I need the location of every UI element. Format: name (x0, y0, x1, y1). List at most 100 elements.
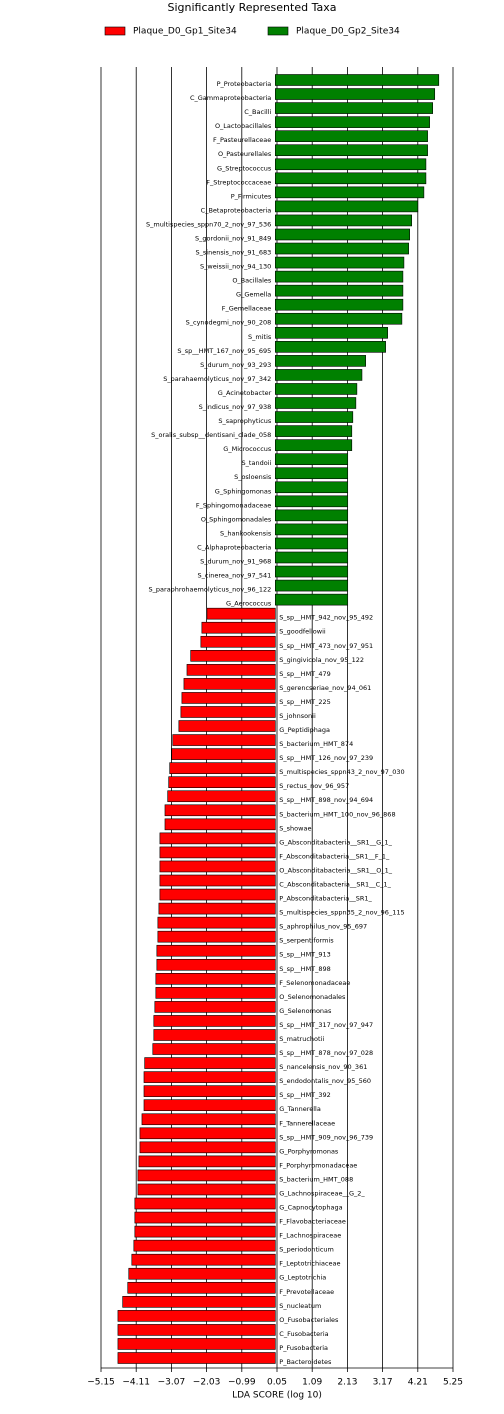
bar (275, 228, 410, 241)
category-label: O_Pasteurellales (218, 150, 272, 158)
bar (158, 902, 276, 915)
category-label: S_sp__HMT_225 (279, 698, 331, 706)
bar (275, 214, 413, 227)
category-label: P_Absconditabacteria__SR1_ (279, 895, 372, 903)
bar (275, 74, 440, 86)
bar (275, 453, 349, 465)
category-label: C_Gammaproteobacteria (190, 94, 271, 102)
category-label: S_cynodegmi_nov_90_208 (186, 319, 272, 327)
category-label: S_johnsonii (279, 712, 316, 720)
category-label: S_durum_nov_93_293 (200, 361, 271, 369)
category-label: F_Leptotrichiaceae (279, 1260, 340, 1268)
category-label: O_Bacillales (232, 277, 272, 285)
bar (200, 635, 276, 648)
category-label: S_sp__HMT_167_nov_95_695 (177, 347, 271, 355)
bar (168, 776, 276, 788)
bar (171, 748, 276, 760)
category-label: F_Absconditabacteria__SR1__F_1_ (279, 852, 390, 860)
bar (159, 832, 276, 845)
category-label: S_nucleatum (279, 1302, 321, 1310)
category-label: G_Gemella (236, 291, 271, 299)
legend-label: Plaque_D0_Gp2_Site34 (296, 27, 400, 37)
bar (275, 355, 366, 367)
chart-title: Significantly Represented Taxa (168, 1, 337, 14)
category-label: F_Gemellaceae (222, 305, 272, 313)
category-label: S_periodonticum (279, 1246, 334, 1254)
category-label: S_bacterium_HMT_874 (279, 740, 353, 748)
bar (157, 930, 276, 943)
category-label: S_tandoii (242, 459, 272, 467)
bar (157, 916, 276, 929)
bar (139, 1141, 276, 1154)
bar (122, 1296, 276, 1308)
category-label: S_bacterium_HMT_100_nov_96_868 (279, 810, 395, 818)
bar (275, 102, 433, 114)
bar (275, 186, 425, 199)
category-label: F_Sphingomonadaceae (196, 501, 271, 509)
category-label: S_bacterium_HMT_088 (279, 1175, 353, 1183)
bar (206, 607, 276, 620)
x-tick-label: 2.13 (337, 1378, 357, 1388)
category-label: C_Absconditabacteria__SR1__C_1_ (279, 881, 391, 889)
bar (153, 1015, 276, 1027)
bar (275, 397, 357, 409)
category-label: S_goodfellowii (279, 628, 326, 636)
category-label: S_durum_nov_91_968 (200, 557, 271, 565)
bar (275, 270, 404, 283)
category-label: S_sp__HMT_878_nov_97_028 (279, 1049, 373, 1057)
category-label: S_showae (279, 824, 311, 832)
bar (137, 1183, 276, 1196)
bar (117, 1352, 276, 1364)
category-label: S_hankookensis (220, 529, 272, 537)
category-label: S_cinerea_nov_97_541 (198, 572, 272, 580)
bar (117, 1338, 276, 1350)
category-label: S_endodontalis_nov_95_560 (279, 1077, 371, 1085)
bar (275, 242, 409, 255)
category-label: O_Absconditabacteria__SR1__O_1_ (279, 866, 392, 874)
bar (275, 509, 349, 522)
x-tick-label: 0.05 (267, 1378, 287, 1388)
category-label: O_Lactobacillales (215, 122, 272, 130)
category-label: O_Selenomonadales (279, 993, 346, 1001)
category-label: S_sp__HMT_898_nov_94_694 (279, 796, 373, 804)
bar (139, 1127, 276, 1140)
category-label: G_Acinetobacter (218, 389, 272, 397)
bar (143, 1099, 276, 1112)
legend-swatch (104, 26, 126, 36)
bar (169, 762, 276, 774)
bar (275, 411, 354, 423)
category-label: S_sp__HMT_898 (279, 965, 331, 973)
bar (127, 1281, 276, 1294)
bar (159, 860, 276, 873)
category-label: S_gingivicola_nov_95_122 (279, 656, 364, 664)
bar (275, 116, 430, 128)
bar (275, 88, 436, 100)
bar (275, 523, 349, 536)
category-label: S_aphrophilus_nov_95_697 (279, 923, 367, 931)
bar (159, 846, 276, 859)
category-label: S_paraphrohaemolyticus_nov_96_122 (149, 586, 272, 594)
x-tick-label: 4.21 (408, 1378, 428, 1388)
bar (275, 495, 349, 508)
bar (131, 1253, 276, 1266)
bar (275, 537, 349, 550)
bar (181, 692, 276, 704)
category-label: S_parahaemolyticus_nov_97_342 (163, 375, 271, 383)
category-label: G_Absconditabacteria__SR1__G_1_ (279, 838, 392, 846)
category-label: P_Firmicutes (231, 192, 272, 200)
category-label: G_Sphingomonas (215, 487, 272, 495)
bar (190, 650, 276, 662)
bar (275, 158, 427, 171)
bar (172, 734, 276, 746)
bar (143, 1085, 276, 1097)
bar (155, 973, 276, 985)
category-label: S_gerencseriae_nov_94_061 (279, 684, 371, 692)
bar (275, 383, 358, 395)
bar (134, 1225, 276, 1238)
category-label: G_Lachnospiraceae__G_2_ (279, 1189, 365, 1197)
category-label: P_Bacteroidetes (279, 1358, 332, 1366)
bar (134, 1197, 276, 1210)
category-label: S_sp__HMT_942_nov_95_492 (279, 614, 373, 622)
legend-swatch (267, 26, 289, 36)
